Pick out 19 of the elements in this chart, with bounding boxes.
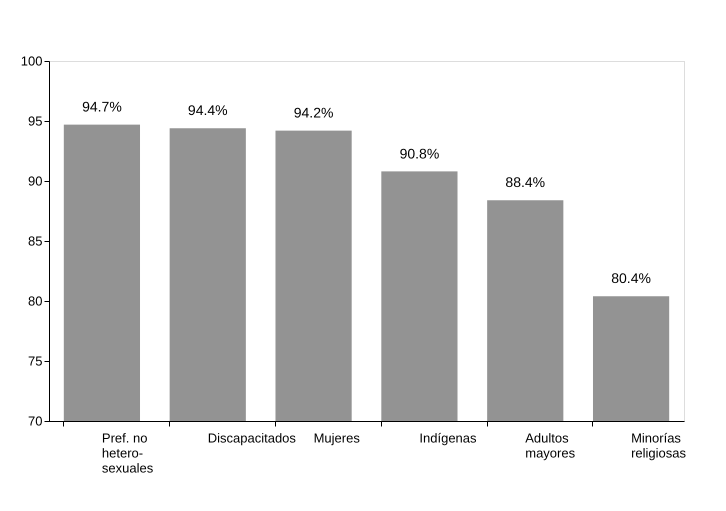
- data-label: 90.8%: [400, 145, 440, 162]
- y-tick-label: 85: [28, 234, 42, 248]
- y-tick-label: 75: [28, 354, 42, 368]
- x-tick-label: Minorías religiosas: [631, 430, 686, 460]
- y-tick-label: 95: [28, 114, 42, 128]
- y-tick-label: 100: [20, 54, 42, 68]
- y-tick-label: 90: [28, 174, 42, 188]
- data-label: 80.4%: [611, 270, 651, 286]
- data-label: 94.7%: [82, 98, 122, 115]
- x-tick-label: Pref. no hetero- sexuales: [102, 430, 154, 476]
- data-label: 88.4%: [505, 174, 546, 190]
- x-tick-label: Indígenas: [419, 430, 478, 446]
- y-tick-label: 70: [28, 414, 42, 428]
- y-tick-label: 80: [28, 294, 42, 308]
- data-label: 94.4%: [188, 102, 228, 118]
- x-tick-label: Discapacitados: [208, 430, 296, 446]
- x-tick-label: Adultos mayores: [525, 430, 576, 460]
- data-label: 94.2%: [294, 104, 334, 121]
- x-tick-label: Mujeres: [314, 430, 360, 446]
